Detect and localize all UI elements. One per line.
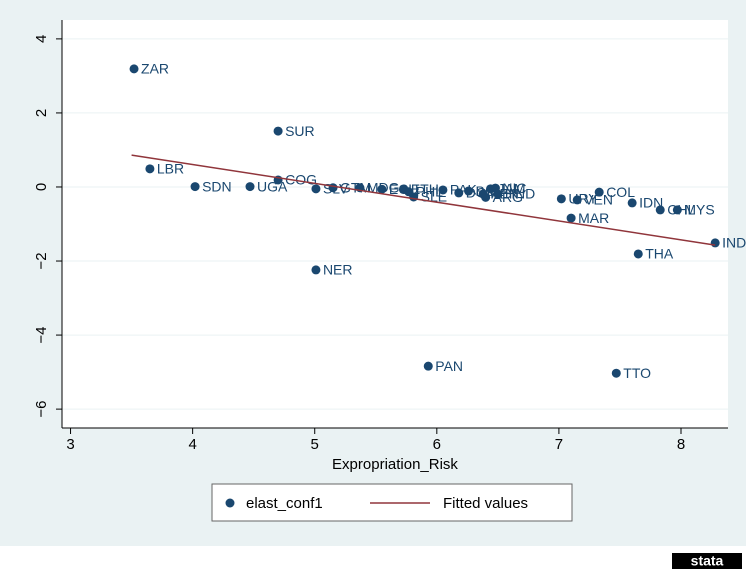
point-label: HND [505, 186, 535, 202]
y-tick-label: −2 [33, 252, 50, 269]
point [145, 164, 155, 174]
point-label: PHL [416, 183, 443, 199]
point-label: THA [645, 246, 674, 262]
point-label: JAM [498, 181, 526, 197]
point [409, 192, 419, 202]
point-label: NIC [502, 180, 526, 196]
point-label: PAN [435, 358, 463, 374]
point-label: SDN [202, 178, 232, 194]
y-tick-label: −6 [33, 401, 50, 418]
point-label: UGA [257, 178, 288, 194]
point [655, 205, 665, 215]
x-tick-label: 7 [555, 436, 563, 453]
point [377, 184, 387, 194]
y-tick-label: 2 [33, 109, 50, 117]
point [423, 361, 433, 371]
legend-marker [225, 498, 235, 508]
point-label: TTO [623, 365, 651, 381]
point [672, 205, 682, 215]
y-tick-label: 4 [33, 35, 50, 43]
point-label: COL [606, 184, 635, 200]
point [556, 194, 566, 204]
point-label: LBR [157, 161, 184, 177]
legend-label: Fitted values [443, 495, 528, 512]
logo: stata [691, 553, 724, 569]
point-label: MAR [578, 210, 609, 226]
point [627, 198, 637, 208]
y-tick-label: 0 [33, 183, 50, 191]
point-label: IND [722, 235, 746, 251]
plot-background [62, 20, 728, 428]
x-tick-label: 8 [677, 436, 685, 453]
point [611, 368, 621, 378]
point-label: ETH [411, 181, 439, 197]
point [481, 192, 491, 202]
point [273, 126, 283, 136]
x-tick-label: 3 [66, 436, 74, 453]
point [129, 64, 139, 74]
point-label: SUR [285, 123, 315, 139]
y-tick-label: −4 [33, 327, 50, 344]
point-label: ZAR [141, 61, 169, 77]
legend-label: elast_conf1 [246, 495, 323, 512]
point [594, 187, 604, 197]
point [633, 249, 643, 259]
point [464, 186, 474, 196]
point [245, 182, 255, 192]
x-tick-label: 5 [311, 436, 319, 453]
point [493, 189, 503, 199]
point [190, 182, 200, 192]
fitted-line [131, 154, 716, 246]
x-tick-label: 4 [188, 436, 196, 453]
point [566, 213, 576, 223]
point-label: MYS [684, 202, 714, 218]
point-label: NER [323, 262, 353, 278]
point [710, 238, 720, 248]
point [454, 188, 464, 198]
point [311, 184, 321, 194]
point [311, 265, 321, 275]
x-axis-title: Expropriation_Risk [332, 456, 458, 473]
x-tick-label: 6 [433, 436, 441, 453]
point-label: COG [285, 172, 317, 188]
point [438, 185, 448, 195]
point [572, 195, 582, 205]
logo-box [672, 553, 742, 569]
legend-box [211, 483, 573, 522]
point [328, 183, 338, 193]
point-label: VEN [584, 192, 613, 208]
